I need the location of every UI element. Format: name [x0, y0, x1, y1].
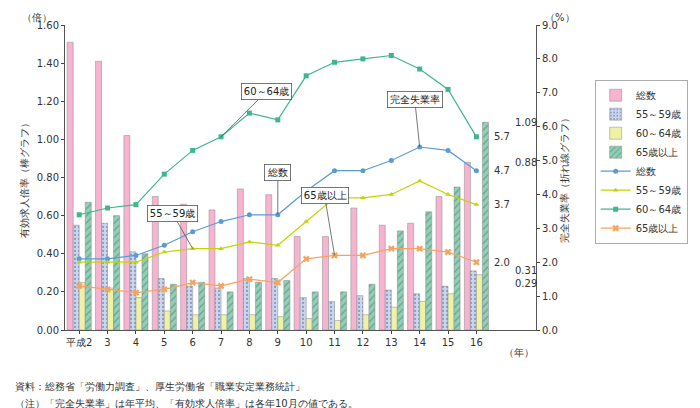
svg-text:平成2: 平成2	[66, 337, 92, 348]
svg-text:4.0: 4.0	[542, 189, 558, 200]
svg-text:4: 4	[133, 337, 139, 348]
svg-text:0.60: 0.60	[37, 210, 59, 221]
svg-text:総数: 総数	[635, 90, 656, 101]
svg-text:10: 10	[300, 337, 313, 348]
svg-text:16: 16	[470, 337, 483, 348]
svg-text:4.7: 4.7	[494, 165, 510, 176]
svg-text:0.31: 0.31	[515, 265, 537, 276]
svg-text:5: 5	[161, 337, 167, 348]
svg-text:1.60: 1.60	[37, 20, 59, 31]
svg-text:55～59歳: 55～59歳	[150, 208, 195, 219]
svg-text:0.00: 0.00	[37, 325, 59, 336]
svg-text:0.88: 0.88	[515, 157, 537, 168]
svg-text:完全失業率（折れ線グラフ）: 完全失業率（折れ線グラフ）	[559, 113, 570, 243]
svg-text:8: 8	[246, 337, 252, 348]
svg-text:（%）: （%）	[545, 12, 575, 23]
svg-text:1.20: 1.20	[37, 96, 59, 107]
svg-text:60～64歳: 60～64歳	[636, 204, 681, 215]
svg-text:0.29: 0.29	[515, 278, 537, 289]
svg-text:0.80: 0.80	[37, 172, 59, 183]
svg-text:5.7: 5.7	[494, 131, 510, 142]
svg-text:0.0: 0.0	[542, 325, 558, 336]
svg-text:7.0: 7.0	[542, 87, 558, 98]
svg-text:有効求人倍率（棒グラフ）: 有効求人倍率（棒グラフ）	[19, 118, 30, 238]
svg-text:9.0: 9.0	[542, 20, 558, 31]
svg-text:55～59歳: 55～59歳	[636, 185, 681, 196]
svg-text:（注）「完全失業率」は年平均、「有効求人倍率」は各年10月の: （注）「完全失業率」は年平均、「有効求人倍率」は各年10月の値である。	[15, 398, 358, 408]
svg-text:3: 3	[104, 337, 110, 348]
svg-text:65歳以上: 65歳以上	[636, 223, 679, 234]
svg-text:9: 9	[275, 337, 281, 348]
svg-text:5.0: 5.0	[542, 155, 558, 166]
svg-text:2.0: 2.0	[494, 257, 510, 268]
svg-text:1.0: 1.0	[542, 291, 558, 302]
svg-text:総数: 総数	[267, 167, 288, 178]
svg-text:3.7: 3.7	[494, 199, 510, 210]
svg-text:65歳以上: 65歳以上	[636, 147, 679, 158]
svg-text:65歳以上: 65歳以上	[304, 190, 347, 201]
svg-text:11: 11	[328, 337, 341, 348]
svg-text:（年）: （年）	[504, 347, 534, 358]
svg-text:60～64歳: 60～64歳	[244, 86, 289, 97]
svg-text:7: 7	[218, 337, 224, 348]
svg-text:0.40: 0.40	[37, 248, 59, 259]
svg-text:13: 13	[385, 337, 398, 348]
svg-text:（倍）: （倍）	[22, 12, 52, 23]
svg-text:2.0: 2.0	[542, 257, 558, 268]
svg-text:1.40: 1.40	[37, 58, 59, 69]
svg-text:総数: 総数	[635, 166, 656, 177]
svg-text:資料：総務省「労働力調査」、厚生労働省「職業安定業務統計」: 資料：総務省「労働力調査」、厚生労働省「職業安定業務統計」	[15, 381, 305, 392]
svg-text:55～59歳: 55～59歳	[636, 109, 681, 120]
svg-text:15: 15	[442, 337, 455, 348]
svg-text:60～64歳: 60～64歳	[636, 128, 681, 139]
svg-text:1.00: 1.00	[37, 134, 59, 145]
svg-text:完全失業率: 完全失業率	[390, 94, 440, 105]
svg-text:12: 12	[357, 337, 370, 348]
svg-text:3.0: 3.0	[542, 223, 558, 234]
svg-text:14: 14	[413, 337, 426, 348]
svg-text:6: 6	[189, 337, 195, 348]
svg-text:6.0: 6.0	[542, 121, 558, 132]
svg-text:0.20: 0.20	[37, 286, 59, 297]
svg-text:1.09: 1.09	[515, 117, 537, 128]
svg-text:8.0: 8.0	[542, 53, 558, 64]
